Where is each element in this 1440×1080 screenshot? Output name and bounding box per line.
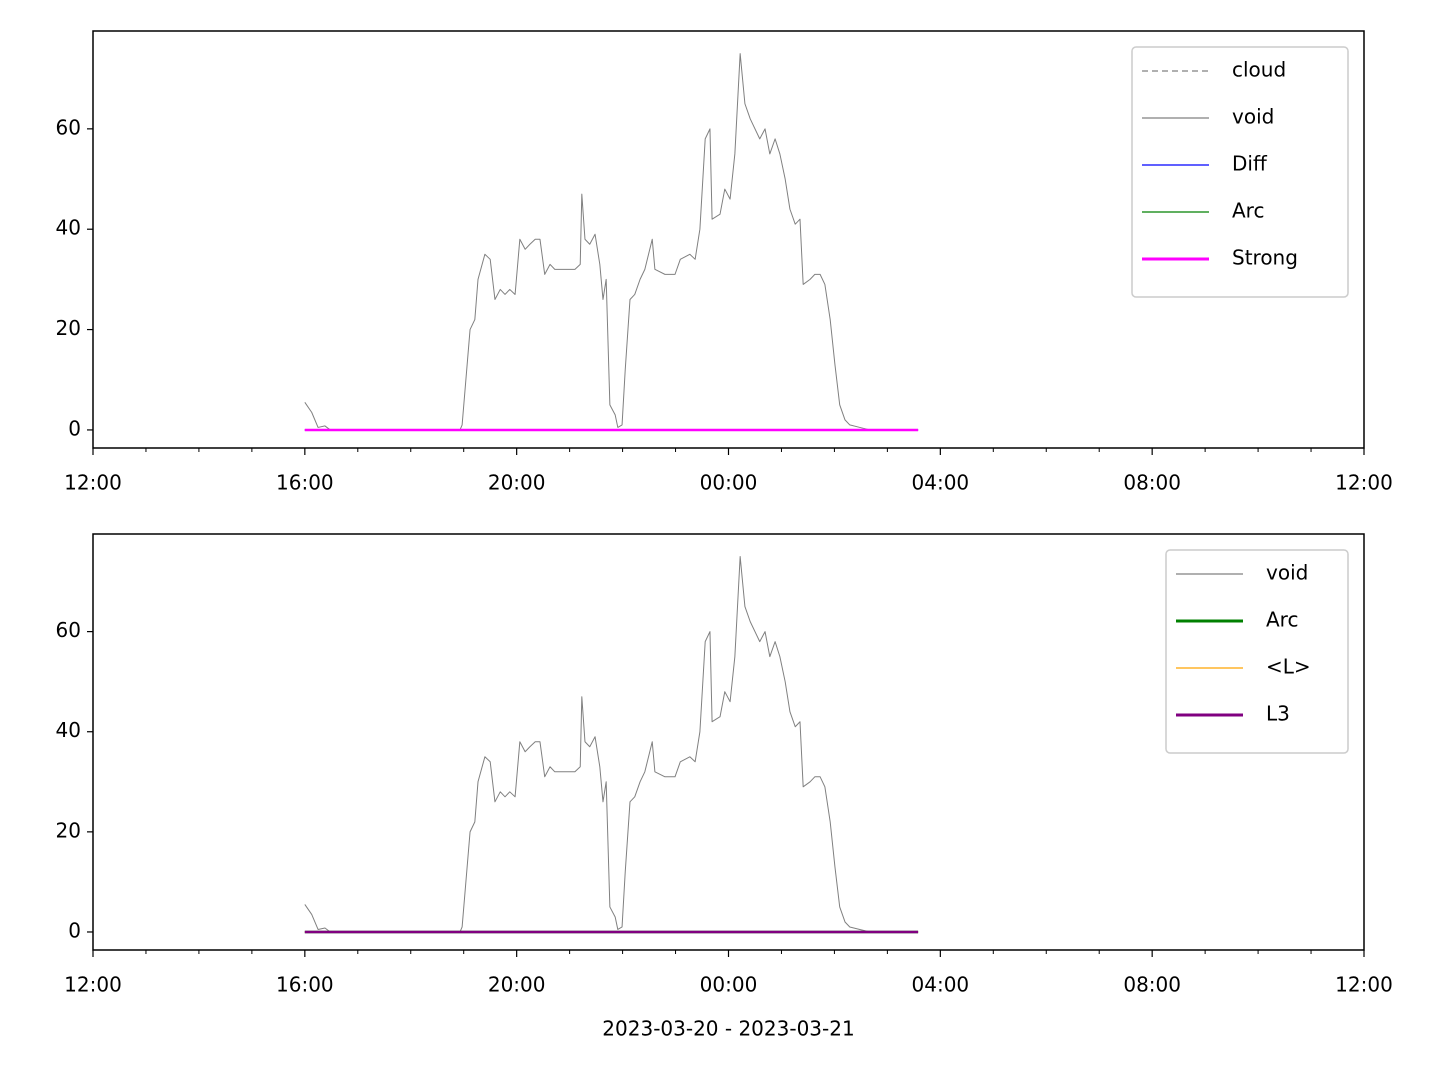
y-tick-label: 60 <box>56 618 81 642</box>
x-tick-label: 16:00 <box>276 471 334 495</box>
plot-area <box>304 53 919 432</box>
x-tick-label: 16:00 <box>276 973 334 997</box>
x-tick-label: 12:00 <box>64 973 122 997</box>
y-tick-label: 20 <box>56 316 81 340</box>
x-tick-label: 20:00 <box>488 973 546 997</box>
x-tick-label: 00:00 <box>700 471 758 495</box>
x-tick-label: 04:00 <box>912 471 970 495</box>
y-tick-label: 0 <box>68 416 81 440</box>
y-tick-label: 40 <box>56 216 81 240</box>
x-tick-label: 00:00 <box>700 973 758 997</box>
legend-box <box>1165 549 1349 754</box>
x-tick-label: 04:00 <box>912 973 970 997</box>
legend-label: Arc <box>1266 608 1298 632</box>
x-tick-label: 12:00 <box>1335 471 1393 495</box>
x-tick-label: 08:00 <box>1123 973 1181 997</box>
y-tick-label: 0 <box>68 918 81 942</box>
legend-label: <L> <box>1266 655 1311 679</box>
legend-label: Strong <box>1232 246 1298 270</box>
x-axis-label: 2023-03-20 - 2023-03-21 <box>602 1017 854 1041</box>
legend-label: cloud <box>1232 58 1286 82</box>
plot-area <box>304 556 919 934</box>
x-tick-label: 12:00 <box>64 471 122 495</box>
y-tick-label: 60 <box>56 115 81 139</box>
x-tick-label: 12:00 <box>1335 973 1393 997</box>
x-tick-label: 20:00 <box>488 471 546 495</box>
legend-label: void <box>1266 561 1308 585</box>
y-tick-label: 20 <box>56 818 81 842</box>
x-tick-label: 08:00 <box>1123 471 1181 495</box>
legend-label: Arc <box>1232 199 1264 223</box>
legend-label: void <box>1232 105 1274 129</box>
legend-label: Diff <box>1232 152 1268 176</box>
data-line <box>304 556 919 933</box>
y-tick-label: 40 <box>56 718 81 742</box>
legend-label: L3 <box>1266 702 1290 726</box>
data-line <box>304 53 919 431</box>
legend-box <box>1131 46 1349 298</box>
